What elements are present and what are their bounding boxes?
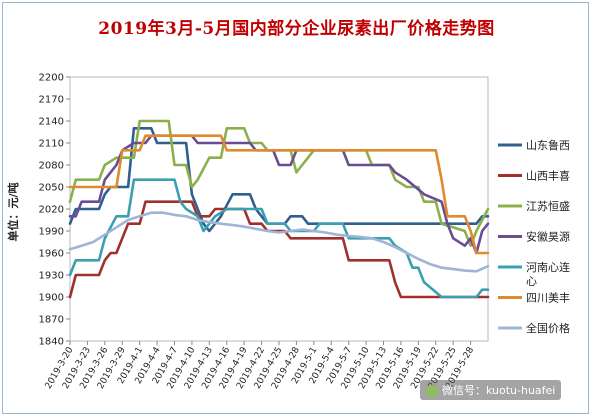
series-line-江苏恒盛 xyxy=(68,119,490,247)
legend-label: 全国价格 xyxy=(526,321,570,335)
y-tick-label: 2050 xyxy=(39,183,64,194)
plot-area xyxy=(69,76,489,342)
legend-label: 山西丰喜 xyxy=(526,170,570,183)
chart-title: 2019年3月-5月国内部分企业尿素出厂价格走势图 xyxy=(98,19,495,39)
y-axis-label: 单位：元/吨 xyxy=(6,182,20,241)
y-tick-label: 2080 xyxy=(39,161,64,172)
y-tick-label: 1870 xyxy=(39,315,64,326)
legend-label: 山东鲁西 xyxy=(526,138,570,152)
legend-label: 河南心连 xyxy=(526,261,570,274)
series-line-安徽昊源 xyxy=(68,134,490,255)
series-line-河南心连心 xyxy=(68,178,490,299)
plot-border xyxy=(69,76,489,342)
legend-label: 安徽昊源 xyxy=(526,230,570,244)
y-tick-label: 1930 xyxy=(39,271,64,282)
y-tick-label: 1990 xyxy=(39,227,64,238)
series-line-山西丰喜 xyxy=(68,200,490,299)
y-tick-label: 2110 xyxy=(39,139,64,150)
y-tick-label: 1840 xyxy=(39,337,64,348)
y-axis: 1840 1870 1900 1930 1960 1990 2020 2050 2080 2110… xyxy=(39,73,70,348)
legend-label: 江苏恒盛 xyxy=(526,199,570,213)
y-tick-label: 1900 xyxy=(39,293,64,304)
y-tick-label: 2140 xyxy=(39,117,64,128)
legend-label: 四川美丰 xyxy=(526,292,570,305)
x-axis: 2019-3-202019-3-232019-3-262019-3-292019… xyxy=(44,341,476,391)
watermark: 微信号：kuotu-huafei xyxy=(420,380,562,400)
y-tick-label: 2200 xyxy=(39,73,64,84)
y-tick-label: 2020 xyxy=(39,205,64,216)
legend-label-continued: 心 xyxy=(526,275,537,288)
watermark-text: 微信号：kuotu-huafei xyxy=(442,384,556,397)
series-line-全国价格 xyxy=(68,211,490,273)
series-layer xyxy=(68,119,490,299)
y-tick-label: 1960 xyxy=(39,249,64,260)
wechat-icon xyxy=(426,385,438,397)
y-tick-label: 2170 xyxy=(39,95,64,106)
series-line-四川美丰 xyxy=(68,134,490,255)
